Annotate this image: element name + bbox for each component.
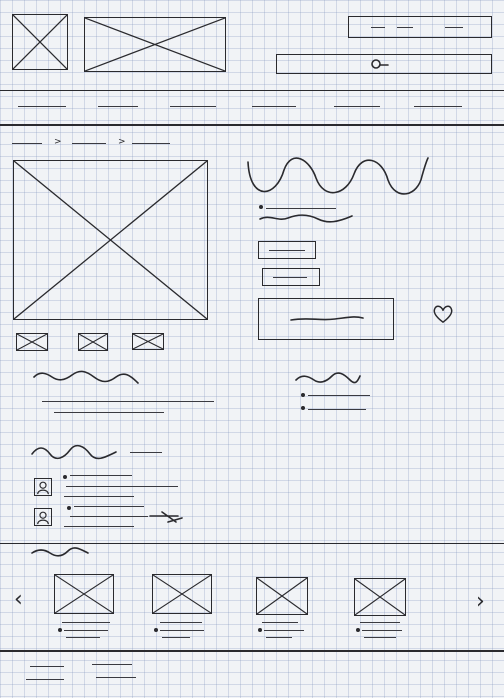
breadcrumb-item[interactable] [12,143,42,144]
search-input[interactable] [276,54,492,74]
review-text-line [70,516,148,517]
review-text-line [64,526,134,527]
related-item-line [62,622,110,623]
nav-item[interactable] [252,106,296,107]
add-to-cart-button[interactable] [258,298,394,340]
breadcrumb-item[interactable] [132,143,170,144]
related-heading-scribble [31,547,89,557]
related-item-line [266,637,292,638]
header-text-field[interactable] [348,16,492,38]
product-meta-line [266,208,336,209]
review-text-line [66,486,178,487]
related-item-line [362,630,402,631]
option-button[interactable] [262,268,320,286]
bullet-icon [301,406,305,410]
chevron-right-icon[interactable]: › [476,589,485,614]
heart-icon[interactable] [432,304,454,324]
nav-item[interactable] [170,106,216,107]
footer-link[interactable] [26,679,64,680]
button-label-scribble [290,316,364,321]
option-button-label-line [269,250,305,251]
bullet-icon [63,475,67,479]
nav-item[interactable] [18,106,66,107]
product-title-scribble [247,157,429,195]
nav-item[interactable] [334,106,380,107]
field-placeholder-line [371,27,385,28]
thumbnail-image-placeholder[interactable] [78,333,108,351]
field-placeholder-line [397,27,413,28]
related-item-image-placeholder[interactable] [54,574,114,614]
related-item-line [160,630,204,631]
related-item-line [160,622,202,623]
specs-line [308,395,370,396]
description-heading-scribble [33,370,139,384]
nav-item[interactable] [414,106,462,107]
review-text-line [74,506,144,507]
reviewer-avatar-icon [34,508,52,526]
field-placeholder-line [445,27,463,28]
footer-link[interactable] [30,666,64,667]
bullet-icon [58,628,62,632]
related-item-line [364,637,396,638]
review-text-line [64,496,134,497]
related-item-line [162,637,190,638]
related-item-line [262,622,298,623]
bullet-icon [301,393,305,397]
related-item-image-placeholder[interactable] [256,577,308,615]
related-item-image-placeholder[interactable] [152,574,212,614]
breadcrumb-item[interactable] [72,143,106,144]
bullet-icon [259,205,263,209]
reviews-heading-scribble [31,444,117,460]
nav-bottom-border [0,124,504,126]
bullet-icon [356,628,360,632]
footer-link[interactable] [92,664,132,665]
product-meta-scribble [259,214,353,223]
reviewer-avatar-icon [34,478,52,496]
specs-heading-scribble [295,372,361,384]
related-item-line [264,630,304,631]
logo-image-placeholder[interactable] [12,14,68,70]
thumbnail-image-placeholder[interactable] [132,333,164,350]
option-button-label-line [273,277,307,278]
bullet-icon [154,628,158,632]
related-section-border [0,543,504,544]
header-banner-image-placeholder [84,17,226,72]
thumbnail-image-placeholder[interactable] [16,333,48,351]
specs-line [308,409,366,410]
breadcrumb: > > [12,136,182,150]
search-icon[interactable] [370,58,390,70]
related-item-line [360,622,400,623]
footer-top-border [0,650,504,652]
bullet-icon [67,506,71,510]
option-button[interactable] [258,241,316,259]
chevron-left-icon[interactable]: ‹ [14,587,23,612]
footer-link[interactable] [96,677,136,678]
related-item-line [64,630,108,631]
description-line [42,401,214,402]
bullet-icon [258,628,262,632]
related-item-line [66,637,100,638]
review-text-line [70,475,132,476]
breadcrumb-separator-icon: > [54,137,62,147]
review-text-scribble [149,511,183,523]
description-line [54,412,164,413]
nav-item[interactable] [98,106,138,107]
reviews-heading-line [130,452,162,453]
related-item-image-placeholder[interactable] [354,578,406,616]
breadcrumb-separator-icon: > [118,137,126,147]
nav-top-border [0,90,504,91]
product-main-image-placeholder[interactable] [13,160,208,320]
